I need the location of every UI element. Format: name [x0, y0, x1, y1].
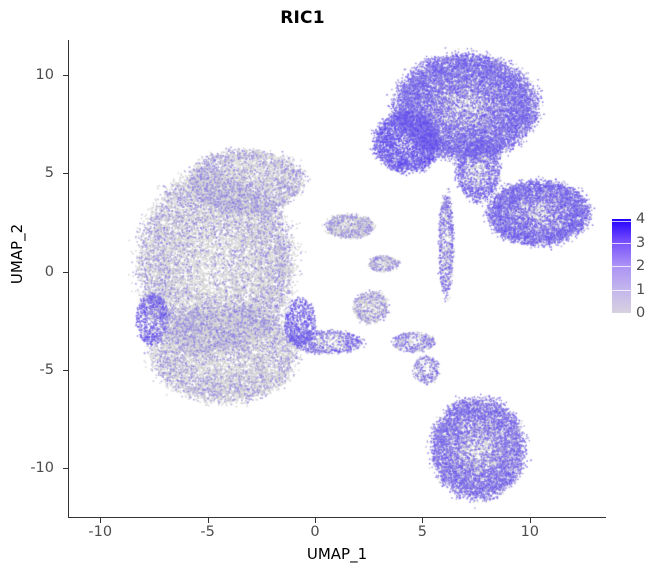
colorbar-tick-label: 4	[636, 211, 646, 227]
x-tick-label: 0	[310, 524, 320, 540]
y-tick-mark	[63, 75, 68, 77]
y-axis-line	[68, 40, 69, 518]
y-tick-label: 5	[44, 165, 54, 182]
x-tick-mark	[100, 518, 102, 523]
x-axis-line	[68, 517, 606, 518]
y-tick-label: -10	[30, 459, 54, 476]
colorbar-legend: 0 1 2 3 4	[612, 211, 670, 321]
x-tick-label: 5	[417, 524, 428, 540]
page-title: RIC1	[280, 8, 325, 28]
y-tick-label: 0	[44, 263, 54, 280]
y-tick-mark	[63, 467, 68, 469]
x-tick-mark	[315, 518, 317, 523]
y-axis-title: UMAP_2	[8, 223, 26, 285]
colorbar-tick-mark	[612, 289, 631, 291]
colorbar-tick-mark	[612, 221, 631, 222]
x-tick-mark	[529, 518, 531, 523]
colorbar-tick-label: 2	[636, 258, 646, 274]
colorbar-tick-mark	[612, 242, 631, 244]
x-tick-mark	[207, 518, 209, 523]
scatter-points-canvas	[68, 40, 605, 517]
x-axis-title: UMAP_1	[306, 545, 368, 563]
y-tick-mark	[63, 271, 68, 273]
y-tick-label: -5	[39, 361, 54, 378]
x-tick-label: 10	[520, 524, 540, 540]
x-tick-mark	[422, 518, 424, 523]
y-tick-label: 10	[35, 67, 54, 84]
y-axis-ticks: 10 5 0 -5 -10	[0, 0, 68, 576]
colorbar-tick-mark	[612, 266, 631, 267]
y-tick-mark	[63, 369, 68, 371]
y-tick-mark	[63, 173, 68, 175]
x-tick-label: -5	[200, 524, 215, 540]
colorbar-tick-label: 3	[636, 234, 646, 251]
colorbar-tick-label: 1	[636, 281, 646, 298]
x-tick-label: -10	[88, 524, 113, 540]
colorbar-tick-label: 0	[636, 305, 646, 321]
plot-panel	[68, 40, 605, 517]
